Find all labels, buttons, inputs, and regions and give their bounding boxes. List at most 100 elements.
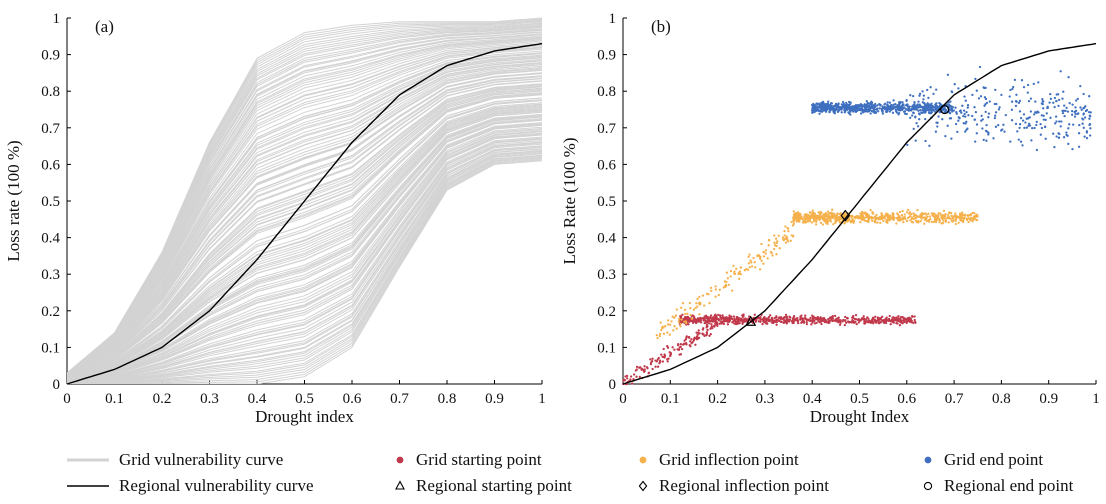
- scatter-point: [829, 218, 832, 221]
- scatter-point: [705, 292, 709, 295]
- scatter-point: [747, 262, 751, 265]
- scatter-point: [901, 101, 904, 104]
- scatter-point: [950, 211, 953, 215]
- scatter-point: [879, 221, 882, 225]
- scatter-point: [679, 345, 682, 349]
- grid-curve: [67, 99, 542, 380]
- scatter-point: [666, 358, 669, 361]
- scatter-point: [845, 103, 849, 106]
- grid-curve: [67, 153, 542, 384]
- y-tick-label: 0: [609, 377, 617, 393]
- x-axis-title: Drought index: [255, 407, 354, 426]
- x-axis-title: Drought Index: [810, 407, 910, 426]
- scatter-point: [833, 314, 837, 318]
- scatter-point: [835, 219, 838, 222]
- scatter-point: [992, 137, 995, 140]
- scatter-point: [831, 319, 834, 322]
- scatter-point: [779, 320, 782, 323]
- scatter-point: [659, 321, 662, 324]
- scatter-point: [864, 321, 867, 325]
- scatter-point: [838, 212, 841, 216]
- scatter-point: [1040, 126, 1044, 130]
- scatter-point: [646, 367, 649, 370]
- scatter-point: [865, 103, 868, 106]
- scatter-point: [810, 221, 814, 224]
- scatter-point: [984, 110, 987, 114]
- scatter-point: [816, 316, 820, 319]
- scatter-point: [907, 319, 911, 322]
- y-tick-label: 0.5: [597, 194, 616, 210]
- scatter-point: [906, 208, 910, 212]
- scatter-point: [821, 215, 825, 218]
- scatter-point: [794, 215, 797, 219]
- y-axis-title: Loss rate (100 %): [4, 140, 23, 261]
- scatter-point: [762, 262, 765, 265]
- scatter-point: [1084, 109, 1088, 113]
- scatter-point: [915, 104, 919, 107]
- regional-end-point-marker: [940, 104, 950, 115]
- scatter-point: [869, 112, 872, 115]
- scatter-point: [705, 334, 708, 337]
- scatter-point: [783, 319, 786, 323]
- scatter-point: [1079, 84, 1082, 88]
- scatter-point: [966, 104, 970, 107]
- scatter-point: [787, 319, 791, 322]
- scatter-point: [1043, 125, 1047, 129]
- y-tick-label: 0.4: [597, 231, 616, 247]
- scatter-point: [973, 118, 976, 121]
- grid-curve: [67, 64, 542, 378]
- scatter-point: [1049, 97, 1053, 101]
- scatter-point: [897, 315, 900, 318]
- grid-curve: [67, 69, 542, 378]
- scatter-point: [681, 320, 684, 324]
- scatter-point: [876, 221, 879, 224]
- scatter-point: [918, 92, 922, 95]
- scatter-point: [708, 319, 711, 322]
- scatter-point: [865, 213, 869, 217]
- scatter-point: [902, 220, 905, 224]
- scatter-point: [773, 234, 776, 237]
- scatter-point: [635, 365, 639, 369]
- scatter-point: [698, 313, 701, 316]
- scatter-point: [841, 320, 844, 323]
- scatter-point: [954, 212, 957, 215]
- scatter-point: [821, 101, 824, 104]
- scatter-point: [843, 323, 846, 327]
- scatter-point: [792, 316, 795, 320]
- scatter-point: [843, 319, 847, 322]
- scatter-point: [848, 112, 851, 115]
- scatter-point: [1059, 70, 1062, 73]
- scatter-point: [799, 315, 802, 318]
- scatter-point: [659, 360, 662, 363]
- y-tick-label: 0.2: [41, 304, 60, 320]
- x-tick-label: 0.6: [343, 391, 362, 407]
- scatter-point: [947, 213, 950, 217]
- scatter-point: [688, 318, 691, 321]
- grid-curve: [67, 75, 542, 378]
- scatter-point: [1074, 106, 1077, 109]
- legend-item-regional-end: Regional end point: [923, 476, 1074, 495]
- scatter-point: [895, 321, 898, 325]
- scatter-point: [967, 220, 970, 224]
- scatter-point: [886, 101, 889, 104]
- scatter-point: [845, 317, 849, 320]
- scatter-point: [692, 338, 696, 341]
- scatter-point: [980, 119, 983, 122]
- grid-curve: [67, 146, 542, 384]
- scatter-point: [1020, 79, 1024, 82]
- scatter-point: [1025, 117, 1028, 120]
- scatter-point: [950, 106, 953, 109]
- grid-curve: [67, 105, 542, 381]
- y-tick-label: 0.3: [41, 267, 60, 283]
- scatter-point: [735, 322, 738, 325]
- legend-dot-swatch: [396, 456, 404, 464]
- scatter-point: [853, 321, 856, 325]
- scatter-point: [731, 321, 734, 324]
- scatter-point: [1024, 121, 1027, 124]
- scatter-point: [1010, 108, 1014, 111]
- scatter-point: [910, 109, 913, 112]
- scatter-point: [730, 317, 734, 321]
- scatter-point: [882, 319, 886, 323]
- scatter-point: [662, 332, 666, 335]
